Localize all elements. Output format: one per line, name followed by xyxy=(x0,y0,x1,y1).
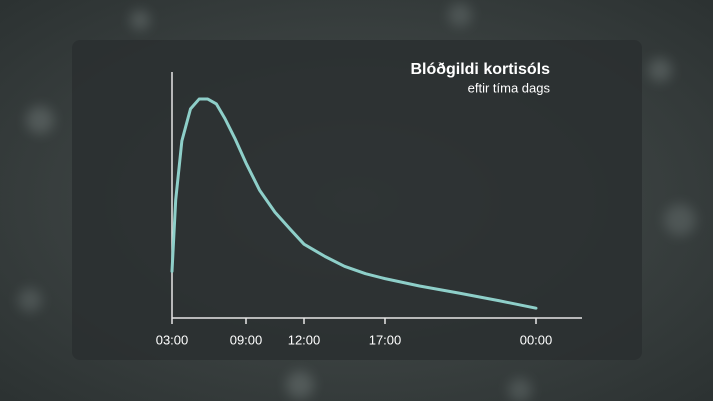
data-line xyxy=(170,97,538,310)
x-tick-label: 00:00 xyxy=(520,332,553,347)
panel xyxy=(72,40,642,360)
x-tick-label: 12:00 xyxy=(288,332,321,347)
x-tick-label: 17:00 xyxy=(369,332,402,347)
x-tick-label: 03:00 xyxy=(156,332,189,347)
background-bokeh xyxy=(18,3,696,402)
chart-title: Blóðgildi kortisóls xyxy=(410,61,550,78)
x-tick-label: 09:00 xyxy=(230,332,263,347)
chart-subtitle: eftir tíma dags xyxy=(468,80,551,95)
